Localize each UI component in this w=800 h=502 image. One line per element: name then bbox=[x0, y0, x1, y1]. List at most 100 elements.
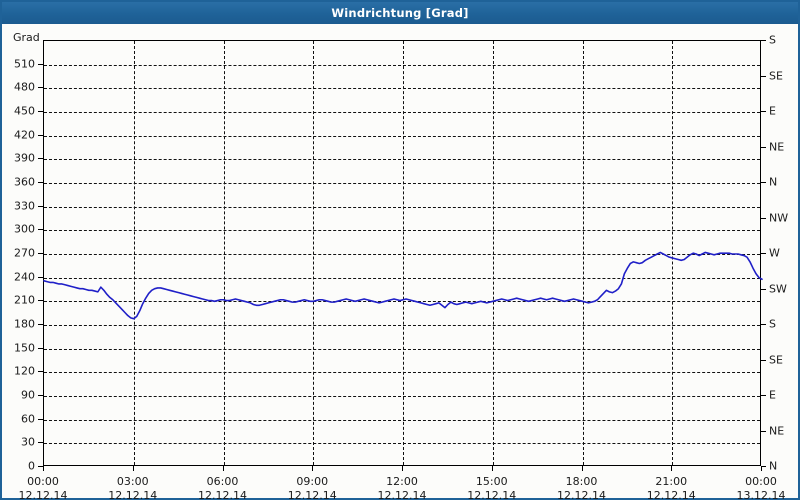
gridline-vertical bbox=[492, 41, 494, 465]
x-tick-date-label: 12.12.14 bbox=[557, 489, 606, 502]
y-tick-label: 300 bbox=[14, 222, 35, 236]
x-tick-mark bbox=[132, 466, 134, 471]
gridline-horizontal bbox=[44, 159, 760, 161]
gridline-vertical bbox=[672, 41, 674, 465]
x-tick-time-label: 15:00 bbox=[475, 475, 508, 488]
y-tick-mark bbox=[38, 466, 43, 467]
x-tick-time-label: 18:00 bbox=[565, 475, 598, 488]
y-tick-mark bbox=[38, 324, 43, 325]
y-tick-mark bbox=[38, 371, 43, 373]
gridline-horizontal bbox=[44, 348, 760, 350]
y-tick-label: 270 bbox=[14, 246, 35, 260]
gridline-horizontal bbox=[44, 419, 760, 421]
gridline-horizontal bbox=[44, 230, 760, 232]
x-tick-date-label: 13.12.14 bbox=[736, 489, 786, 502]
x-tick-mark bbox=[581, 466, 583, 471]
right-tick-label: NE bbox=[769, 424, 785, 437]
right-tick-mark bbox=[761, 75, 766, 77]
x-tick-mark bbox=[312, 466, 314, 471]
y-tick-mark bbox=[38, 229, 43, 231]
right-tick-label: NW bbox=[769, 211, 789, 224]
right-tick-label: N bbox=[769, 175, 778, 189]
right-tick-mark bbox=[761, 430, 766, 432]
y-tick-label: 180 bbox=[14, 317, 35, 331]
x-tick-mark bbox=[671, 466, 673, 471]
gridline-horizontal bbox=[44, 325, 760, 326]
x-tick-date-label: 12.12.14 bbox=[18, 489, 68, 502]
gridline-horizontal bbox=[44, 183, 760, 184]
x-tick-time-label: 21:00 bbox=[655, 475, 688, 488]
x-tick-mark bbox=[491, 466, 493, 471]
y-tick-label: 210 bbox=[14, 293, 35, 307]
y-tick-mark bbox=[38, 182, 43, 183]
y-tick-mark bbox=[38, 347, 43, 349]
x-tick-time-label: 00:00 bbox=[27, 475, 59, 488]
right-tick-label: S bbox=[769, 33, 776, 47]
x-tick-mark bbox=[222, 466, 224, 471]
x-tick-date-label: 12.12.14 bbox=[287, 489, 337, 502]
y-tick-label: 390 bbox=[14, 151, 35, 165]
right-tick-label: S bbox=[769, 317, 776, 331]
gridline-horizontal bbox=[44, 301, 760, 303]
right-tick-mark bbox=[761, 40, 766, 41]
x-tick-date-label: 12.12.14 bbox=[646, 489, 696, 502]
y-tick-label: 60 bbox=[21, 412, 35, 426]
y-tick-mark bbox=[38, 111, 43, 112]
right-tick-mark bbox=[761, 359, 766, 361]
y-tick-label: 450 bbox=[14, 104, 35, 118]
x-tick-time-label: 09:00 bbox=[296, 475, 329, 488]
y-tick-mark bbox=[38, 158, 43, 160]
right-tick-label: SE bbox=[769, 353, 783, 366]
y-tick-mark bbox=[38, 87, 43, 89]
gridline-horizontal bbox=[44, 64, 760, 66]
x-tick-date-label: 12.12.14 bbox=[108, 489, 158, 502]
x-tick-time-label: 03:00 bbox=[116, 475, 149, 488]
right-tick-mark bbox=[761, 288, 766, 290]
y-tick-label: 330 bbox=[14, 199, 35, 213]
window-title-bar: Windrichtung [Grad] bbox=[2, 2, 798, 24]
right-tick-mark bbox=[761, 324, 766, 325]
chart-canvas: Grad 0 30 60 90 120 150 180 210 240 270 300 330 360 3… bbox=[2, 24, 798, 502]
gridline-horizontal bbox=[44, 396, 760, 397]
right-tick-mark bbox=[761, 182, 766, 183]
x-tick-time-label: 06:00 bbox=[206, 475, 239, 488]
y-tick-mark bbox=[38, 63, 43, 65]
x-tick-date-label: 12.12.14 bbox=[377, 489, 427, 502]
gridline-horizontal bbox=[44, 254, 760, 255]
gridline-horizontal bbox=[44, 88, 760, 90]
y-tick-mark bbox=[38, 134, 43, 136]
x-tick-mark bbox=[761, 466, 762, 471]
y-tick-mark bbox=[38, 395, 43, 396]
y-axis-unit-label: Grad bbox=[13, 31, 40, 44]
y-tick-label: 510 bbox=[14, 57, 35, 71]
right-tick-mark bbox=[761, 111, 766, 112]
gridline-vertical bbox=[403, 41, 404, 465]
y-tick-label: 30 bbox=[21, 435, 35, 449]
y-tick-mark bbox=[38, 276, 43, 278]
right-tick-mark bbox=[761, 253, 766, 254]
gridline-horizontal bbox=[44, 206, 760, 208]
right-tick-label: NE bbox=[769, 140, 785, 153]
gridline-vertical bbox=[313, 41, 315, 465]
gridline-vertical bbox=[582, 41, 584, 465]
y-tick-label: 150 bbox=[14, 341, 35, 355]
gridline-vertical bbox=[133, 41, 135, 465]
right-tick-mark bbox=[761, 466, 766, 467]
right-tick-label: SW bbox=[769, 282, 787, 295]
y-tick-label: 360 bbox=[14, 175, 35, 189]
x-tick-mark bbox=[43, 466, 44, 471]
gridline-horizontal bbox=[44, 277, 760, 279]
gridline-horizontal bbox=[44, 372, 760, 374]
right-tick-label: E bbox=[769, 388, 776, 402]
y-tick-mark bbox=[38, 205, 43, 207]
right-tick-mark bbox=[761, 395, 766, 396]
x-tick-date-label: 12.12.14 bbox=[467, 489, 517, 502]
y-tick-label: 420 bbox=[14, 128, 35, 142]
x-tick-date-label: 12.12.14 bbox=[198, 489, 247, 502]
y-tick-label: 120 bbox=[14, 364, 35, 378]
y-tick-label: 480 bbox=[14, 80, 35, 94]
right-tick-mark bbox=[761, 217, 766, 219]
y-tick-label: 240 bbox=[14, 270, 35, 284]
right-tick-label: W bbox=[769, 246, 780, 260]
